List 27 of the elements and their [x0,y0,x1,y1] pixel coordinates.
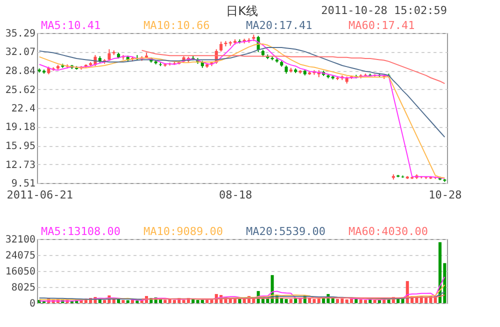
y-tick-label: 8025 [11,282,36,294]
text: MA20:5539.00 [246,225,326,238]
text: MA60:17.41 [348,19,415,32]
y-tick-label: 9.51 [11,178,36,190]
chart-title: 日K线 [226,4,258,18]
x-tick-label: 08-18 [218,188,252,202]
text: MA10:10.66 [144,19,210,32]
y-tick-label: 0 [29,298,36,310]
y-tick-label: 25.62 [5,84,36,96]
y-tick-label: 19.18 [5,122,36,134]
text: MA10:9089.00 [144,225,223,238]
y-tick-label: 22.4 [11,104,36,114]
y-tick-label: 32100 [5,234,36,246]
text: MA60:4030.00 [348,225,428,238]
y-tick-label: 35.29 [5,28,36,40]
series-label: MA20:17.41 [246,19,312,32]
text: MA5:10.41 [41,19,101,32]
text: 2011-10-28 15:02:59 [321,4,447,17]
y-tick-label: 12.73 [5,160,36,171]
y-tick-label: 28.84 [5,66,36,78]
y-tick-label: 15.95 [5,141,36,152]
text: MA5:13108.00 [41,225,120,238]
y-tick-label: 24075 [5,250,36,262]
y-tick-label: 16050 [5,266,36,278]
x-tick-label: 10-28 [428,188,462,202]
x-tick-label: 2011-06-21 [6,188,73,202]
y-tick-label: 32.07 [5,47,36,58]
